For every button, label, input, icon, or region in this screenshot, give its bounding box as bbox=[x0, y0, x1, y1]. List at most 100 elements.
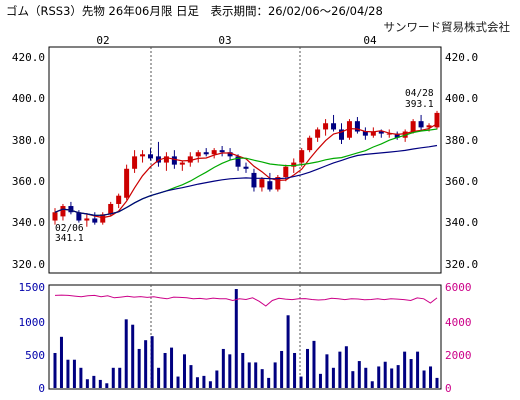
volume-bar bbox=[280, 350, 284, 388]
y-tick-right: 320.0 bbox=[445, 258, 478, 271]
volume-bar bbox=[357, 361, 361, 388]
vol-tick-left: 1000 bbox=[19, 316, 46, 329]
candle-body bbox=[116, 195, 122, 204]
volume-bar bbox=[435, 377, 439, 388]
annotation-end-date: 04/28 bbox=[405, 88, 434, 99]
candle-body bbox=[203, 152, 209, 155]
candle-body bbox=[275, 177, 281, 190]
volume-bar bbox=[344, 346, 348, 388]
volume-bar bbox=[273, 362, 277, 388]
y-tick-left: 320.0 bbox=[12, 258, 45, 271]
chart-title: ゴム（RSS3）先物 26年06月限 日足 表示期間：26/02/06〜26/0… bbox=[6, 4, 383, 18]
x-tick-label: 03 bbox=[218, 34, 231, 47]
candle-body bbox=[267, 181, 273, 190]
ma-long-line bbox=[54, 144, 438, 217]
volume-bar bbox=[163, 352, 167, 388]
volume-bar bbox=[429, 366, 433, 388]
y-tick-right: 360.0 bbox=[445, 175, 478, 188]
volume-bar bbox=[118, 367, 122, 388]
volume-bar bbox=[124, 319, 128, 388]
volume-bar bbox=[79, 367, 83, 388]
candle-body bbox=[187, 156, 193, 163]
candle-body bbox=[108, 203, 114, 215]
open-interest-group bbox=[54, 294, 438, 307]
candle-body bbox=[235, 156, 241, 167]
candle-body bbox=[410, 121, 416, 132]
candle-body bbox=[84, 218, 90, 221]
oi-tick-right: 2000 bbox=[445, 349, 472, 362]
volume-bar bbox=[92, 375, 96, 388]
x-tick-label: 02 bbox=[96, 34, 109, 47]
candle-body bbox=[259, 179, 265, 188]
candle-body bbox=[163, 156, 169, 163]
volume-panel bbox=[48, 284, 442, 390]
volume-bar bbox=[260, 369, 264, 388]
annotation-end-value: 393.1 bbox=[405, 99, 434, 110]
volume-bar bbox=[105, 383, 109, 388]
volume-bar bbox=[208, 381, 212, 388]
oi-tick-right: 6000 bbox=[445, 281, 472, 294]
candle-body bbox=[195, 152, 201, 157]
volume-bar bbox=[396, 365, 400, 388]
annotation-start-date: 02/06 bbox=[55, 223, 84, 234]
candle-body bbox=[211, 150, 217, 155]
volume-bar bbox=[286, 315, 290, 388]
candle-body bbox=[291, 162, 297, 167]
candle-body bbox=[227, 152, 233, 157]
candle-body bbox=[140, 154, 146, 157]
candle-body bbox=[378, 131, 384, 134]
candle-body bbox=[100, 214, 106, 223]
candle-body bbox=[307, 137, 313, 151]
volume-bar bbox=[157, 367, 161, 388]
price-panel bbox=[48, 46, 442, 274]
vol-tick-left: 500 bbox=[25, 349, 45, 362]
y-tick-left: 420.0 bbox=[12, 51, 45, 64]
y-tick-left: 380.0 bbox=[12, 134, 45, 147]
volume-bar bbox=[267, 377, 271, 388]
candle-body bbox=[60, 206, 66, 217]
annotation-start-value: 341.1 bbox=[55, 233, 84, 244]
volume-bar bbox=[338, 351, 342, 388]
volume-bar bbox=[409, 359, 413, 388]
volume-bar bbox=[72, 359, 76, 388]
oi-tick-right: 4000 bbox=[445, 316, 472, 329]
candle-body bbox=[171, 156, 177, 165]
volume-bar bbox=[306, 348, 310, 388]
candle-body bbox=[76, 212, 82, 221]
y-tick-left: 360.0 bbox=[12, 175, 45, 188]
candle-body bbox=[426, 125, 432, 128]
volume-bar bbox=[66, 359, 70, 388]
volume-bar bbox=[318, 373, 322, 388]
volume-bar bbox=[202, 375, 206, 388]
candle-body bbox=[179, 162, 185, 165]
candle-body bbox=[148, 154, 153, 159]
candle-body bbox=[339, 129, 344, 140]
source-label: サンワード貿易株式会社 bbox=[383, 20, 511, 34]
y-tick-right: 340.0 bbox=[445, 216, 478, 229]
volume-bar bbox=[195, 377, 199, 388]
volume-bar bbox=[383, 361, 387, 388]
candle-body bbox=[331, 123, 337, 130]
moving-average-group bbox=[54, 123, 438, 219]
volume-bar bbox=[221, 348, 225, 388]
y-tick-right: 380.0 bbox=[445, 134, 478, 147]
candle-body bbox=[243, 166, 249, 169]
y-tick-right: 420.0 bbox=[445, 51, 478, 64]
volume-bar bbox=[189, 365, 193, 388]
volume-bar bbox=[111, 367, 115, 388]
candle-body bbox=[251, 172, 257, 188]
volume-bar bbox=[370, 381, 374, 388]
y-tick-left: 340.0 bbox=[12, 216, 45, 229]
candle-body bbox=[315, 129, 321, 138]
volume-bar bbox=[150, 336, 154, 388]
volume-bar bbox=[416, 351, 420, 388]
candle-body bbox=[386, 133, 392, 135]
volume-bar bbox=[53, 352, 57, 388]
volume-bar bbox=[59, 336, 63, 388]
candle-body bbox=[346, 121, 352, 138]
candle-group bbox=[52, 110, 440, 227]
x-tick-label: 04 bbox=[363, 34, 377, 47]
volume-bar bbox=[364, 367, 368, 388]
volume-bar bbox=[312, 340, 316, 388]
